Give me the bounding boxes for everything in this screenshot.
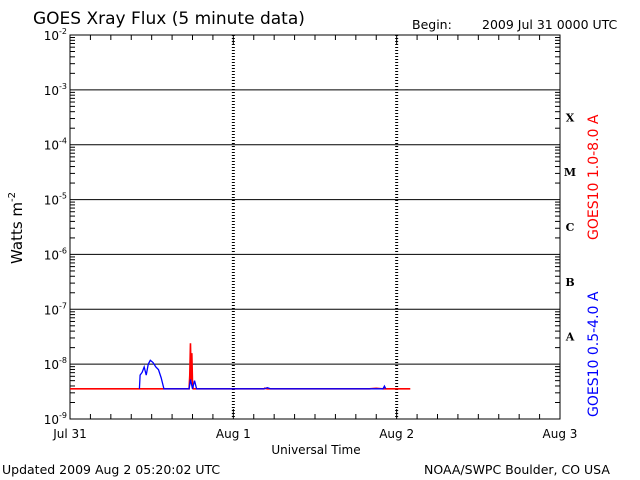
y-tick-labels: 10-2 10-3 10-4 10-5 10-6 10-7 10-8 10-9 (44, 27, 67, 427)
svg-text:Watts m-2: Watts m-2 (7, 192, 26, 264)
y-tick-label-1: 10-3 (44, 82, 67, 98)
series-label-short-group: GOES10 0.5-4.0 A (586, 291, 602, 417)
x-tick-label-0: Jul 31 (52, 427, 87, 441)
x-axis-label: Universal Time (271, 443, 360, 457)
y-axis-label: Watts m (8, 202, 26, 264)
x-tick-labels: Jul 31 Aug 1 Aug 2 Aug 3 (52, 427, 577, 441)
x-tick-label-3: Aug 3 (543, 427, 578, 441)
begin-value: 2009 Jul 31 0000 UTC (482, 17, 618, 32)
day-divider-lines (231, 35, 399, 419)
flare-class-a: A (565, 331, 575, 344)
series-label-long-group: GOES10 1.0-8.0 A (586, 114, 602, 240)
chart-title: GOES Xray Flux (5 minute data) (33, 9, 305, 29)
flare-class-b: B (565, 276, 574, 289)
flare-class-m: M (564, 166, 576, 179)
y-tick-label-7: 10-9 (44, 411, 67, 427)
credit-label: NOAA/SWPC Boulder, CO USA (424, 462, 610, 477)
y-tick-label-5: 10-7 (44, 301, 67, 317)
y-tick-label-4: 10-6 (44, 246, 67, 262)
updated-timestamp: Updated 2009 Aug 2 05:20:02 UTC (2, 462, 220, 477)
y-tick-label-2: 10-4 (44, 137, 67, 153)
series-label-long: GOES10 1.0-8.0 A (586, 114, 602, 240)
horizontal-gridlines (70, 89, 560, 365)
x-tick-label-2: Aug 2 (379, 427, 414, 441)
y-axis-label-group: Watts m-2 (7, 192, 26, 264)
flare-class-c: C (566, 221, 575, 234)
series-line-1 (138, 359, 387, 390)
y-minor-ticks (70, 37, 560, 403)
flare-class-x: X (566, 111, 575, 124)
x-minor-ticks (69, 35, 561, 419)
flare-class-labels: X M C B A (564, 111, 576, 343)
series-lines (70, 343, 411, 390)
y-tick-label-3: 10-5 (44, 192, 67, 208)
y-axis-label-exponent: -2 (7, 192, 18, 202)
y-tick-label-0: 10-2 (44, 27, 67, 43)
series-label-short: GOES10 0.5-4.0 A (586, 291, 602, 417)
begin-label: Begin: (412, 17, 452, 32)
y-tick-label-6: 10-8 (44, 356, 67, 372)
x-tick-label-1: Aug 1 (216, 427, 251, 441)
